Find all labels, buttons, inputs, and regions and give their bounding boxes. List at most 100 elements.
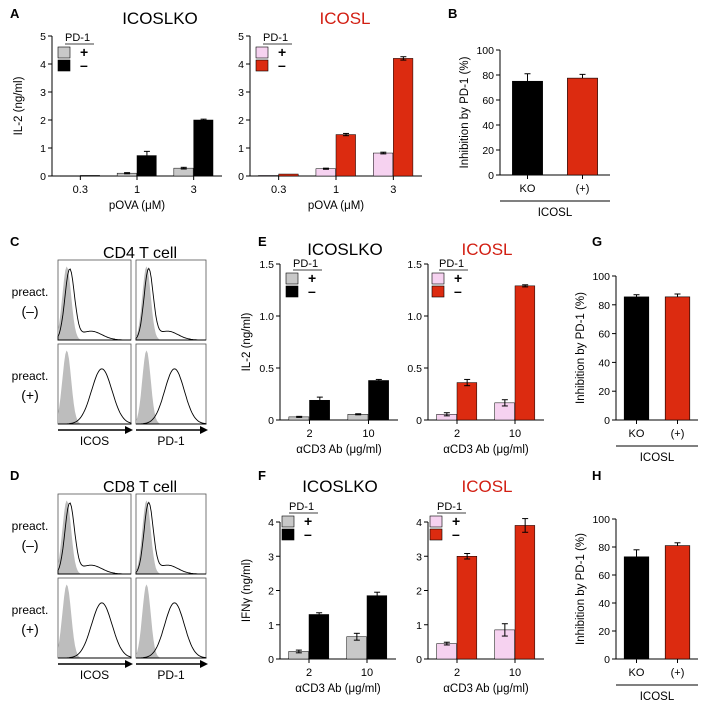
chart-b: B 0 20 40 60 80 100 Inhibition by PD-1 (%) KO (+)…	[448, 6, 610, 219]
x-tick-label: 2	[306, 428, 312, 440]
y-tick-label: 4	[238, 59, 244, 71]
chart-e-ko: E ICOSLKO 0 0.5 1.0 1.5 IL-2 (ng/ml) 2 10 αCD3 Ab…	[241, 234, 398, 456]
y-tick-label: 2	[40, 115, 46, 127]
legend-swatch	[255, 59, 269, 72]
x-tick-label: 10	[361, 667, 373, 679]
y-axis-label: IL-2 (ng/ml)	[241, 312, 253, 371]
y-tick-label: 1.0	[259, 311, 274, 323]
chart-f-wt: ICOSL 0 1 2 3 4 2 10 αCD3 Ab (μg/ml) PD-1+–	[416, 477, 544, 695]
y-tick-label: 20	[598, 386, 610, 398]
stained-histogram	[135, 501, 206, 575]
y-tick-label: 100	[592, 271, 610, 283]
y-tick-label: 80	[598, 300, 610, 312]
y-tick-label: 20	[598, 626, 610, 638]
y-axis-label: Inhibition by PD-1 (%)	[459, 56, 471, 168]
y-tick-label: 1.5	[407, 259, 422, 271]
y-tick-label: 1	[238, 143, 244, 155]
x-tick-label: (+)	[671, 667, 685, 679]
y-axis-label: IL-2 (ng/ml)	[13, 76, 25, 135]
legend-label: +	[452, 513, 460, 529]
legend-label: –	[452, 526, 460, 542]
panel-letter-b: B	[448, 6, 457, 21]
control-histogram	[136, 500, 206, 574]
row-label: (–)	[21, 303, 38, 319]
x-axis-label: ICOSL	[538, 207, 573, 219]
y-tick-label: 0	[488, 170, 494, 182]
y-tick-label: 20	[482, 145, 494, 157]
chart-h: H 0 20 40 60 80 100 Inhibition by PD-1 (%) KO (+)…	[575, 468, 698, 703]
legend-label: –	[80, 57, 88, 73]
y-tick-label: 1.5	[259, 259, 274, 271]
chart-f-ko: F ICOSLKO 0 1 2 3 4 IFNγ (ng/ml) 2 10 αCD3 Ab (μg/…	[241, 468, 396, 695]
y-tick-label: 5	[238, 31, 244, 43]
legend: PD-1+–	[281, 501, 318, 542]
control-histogram	[58, 584, 131, 658]
chart-a-wt: ICOSL 0 1 2 3 4 5 0.3 1 3 pOVA (μM) PD-1+–	[238, 9, 422, 212]
legend-label: +	[308, 270, 316, 286]
x-tick-label: 2	[306, 667, 312, 679]
y-tick-label: 3	[238, 87, 244, 99]
y-tick-label: 4	[268, 517, 274, 529]
x-tick-label: 3	[191, 184, 197, 196]
stained-histogram	[136, 602, 207, 659]
y-tick-label: 0.5	[407, 363, 422, 375]
chart-title: ICOSLKO	[122, 9, 198, 28]
legend-label: +	[454, 270, 462, 286]
bar	[456, 556, 478, 660]
flow-title: CD4 T cell	[103, 245, 177, 262]
row-label: (+)	[21, 621, 39, 637]
legend: PD-1+–	[431, 258, 468, 299]
panel-letter-e: E	[258, 234, 267, 249]
stained-histogram	[57, 268, 131, 341]
bar	[335, 134, 356, 177]
bar	[567, 77, 598, 176]
x-tick-label: 3	[390, 184, 396, 196]
legend-swatch	[57, 46, 71, 59]
x-axis-label: ICOSL	[640, 691, 675, 703]
bar	[278, 173, 299, 177]
y-tick-label: 60	[482, 95, 494, 107]
panel-letter-g: G	[592, 234, 602, 249]
bar	[514, 525, 536, 660]
stained-histogram	[136, 368, 207, 425]
legend-title: PD-1	[263, 32, 288, 44]
legend-swatch	[429, 528, 443, 541]
y-tick-label: 100	[476, 45, 494, 57]
arrow-head-icon	[125, 426, 133, 434]
control-histogram	[136, 266, 206, 340]
bar	[664, 296, 691, 421]
marker-label: PD-1	[157, 434, 185, 448]
x-axis-label: pOVA (μM)	[308, 200, 364, 212]
legend-label: +	[304, 513, 312, 529]
row-label: preact.	[12, 603, 49, 617]
bar	[664, 545, 691, 660]
legend-label: –	[454, 283, 462, 299]
bar	[436, 643, 457, 660]
marker-label: ICOS	[80, 434, 109, 448]
panel-letter-d: D	[10, 468, 19, 483]
x-tick-label: KO	[520, 183, 536, 195]
flow-title: CD8 T cell	[103, 479, 177, 496]
bar	[308, 614, 330, 660]
row-label: preact.	[12, 519, 49, 533]
stained-histogram	[135, 267, 206, 341]
x-axis-label: αCD3 Ab (μg/ml)	[295, 683, 381, 695]
panel-letter-c: C	[10, 234, 20, 249]
arrow-head-icon	[125, 660, 133, 668]
control-histogram	[58, 350, 131, 424]
y-tick-label: 1	[416, 620, 422, 632]
y-tick-label: 3	[40, 87, 46, 99]
y-tick-label: 0	[268, 415, 274, 427]
y-tick-label: 60	[598, 570, 610, 582]
x-axis-label: αCD3 Ab (μg/ml)	[443, 444, 529, 456]
bar	[623, 296, 650, 421]
y-tick-label: 0	[604, 654, 610, 666]
y-tick-label: 4	[416, 517, 422, 529]
x-tick-label: 1	[134, 184, 140, 196]
y-tick-label: 0	[416, 415, 422, 427]
legend-swatch	[281, 515, 295, 528]
bar	[514, 285, 536, 421]
legend-title: PD-1	[289, 501, 314, 513]
y-tick-label: 2	[238, 115, 244, 127]
